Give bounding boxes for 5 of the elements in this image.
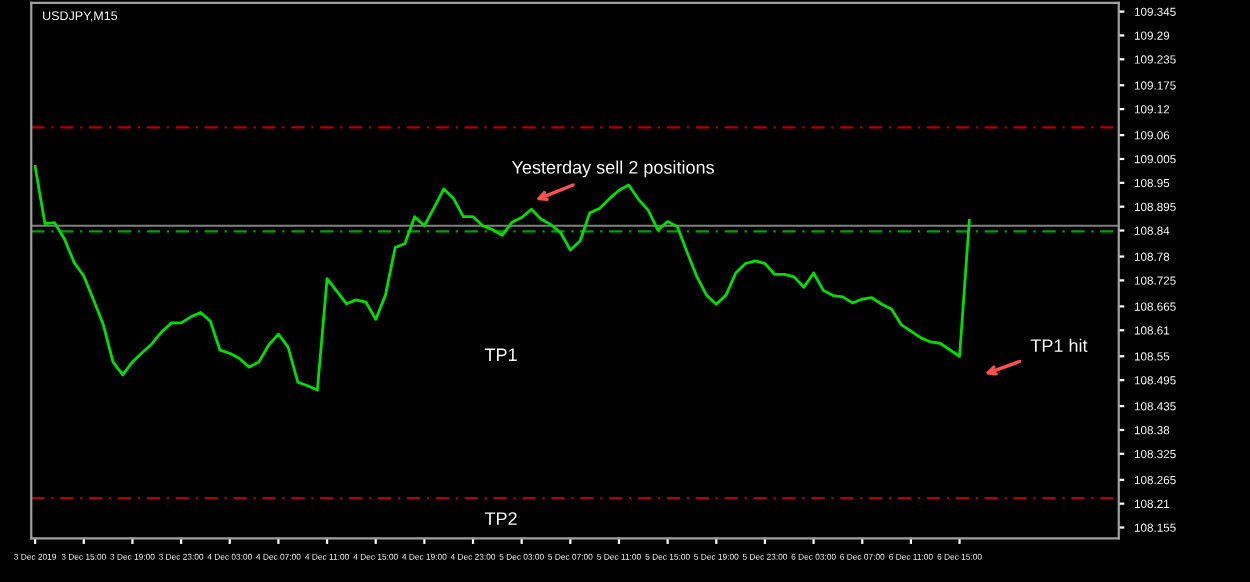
annotation: TP1 (484, 348, 517, 361)
line-series (33, 164, 971, 392)
annotation: TP2 (484, 512, 517, 525)
annotation: Yesterday sell 2 positions (511, 160, 714, 178)
text: TP1 hit (1030, 338, 1088, 353)
